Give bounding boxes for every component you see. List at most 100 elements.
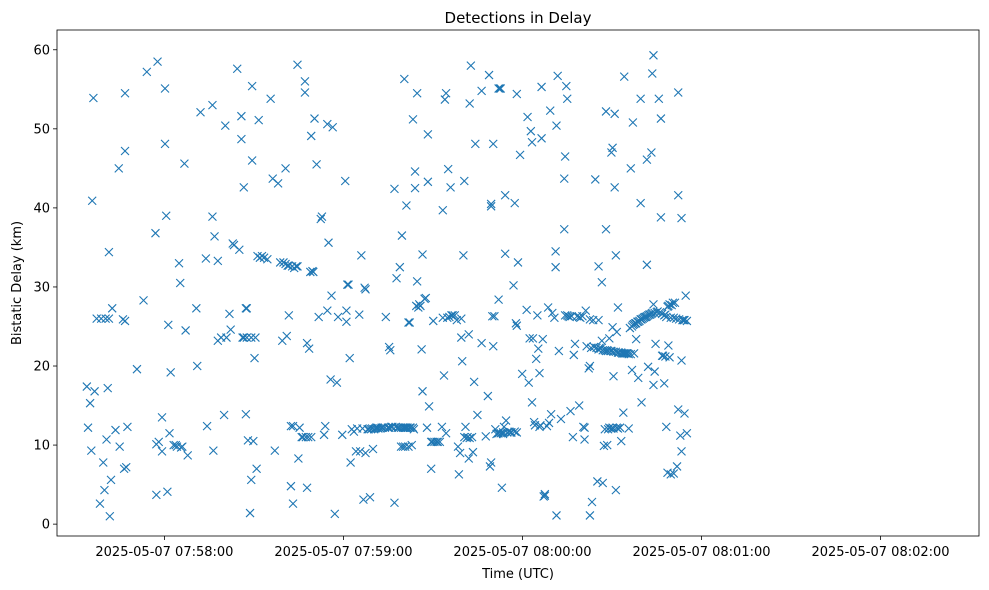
data-point bbox=[396, 442, 406, 452]
data-point bbox=[288, 499, 298, 508]
data-point bbox=[225, 309, 234, 319]
data-point bbox=[251, 333, 260, 342]
data-point bbox=[342, 280, 352, 289]
data-point bbox=[107, 303, 117, 313]
data-point bbox=[291, 262, 301, 271]
data-point bbox=[160, 139, 170, 149]
data-point bbox=[626, 163, 636, 173]
data-point bbox=[399, 74, 409, 84]
data-point bbox=[661, 310, 670, 320]
data-point bbox=[177, 442, 187, 452]
data-point bbox=[423, 177, 433, 187]
data-point bbox=[441, 428, 451, 438]
data-point bbox=[239, 182, 249, 192]
data-point bbox=[456, 314, 466, 323]
data-point bbox=[87, 196, 97, 206]
data-point bbox=[613, 424, 623, 433]
data-point bbox=[273, 178, 283, 188]
data-point bbox=[438, 205, 448, 215]
data-point bbox=[488, 341, 498, 351]
x-tick-label: 2025-05-07 08:02:00 bbox=[811, 545, 949, 560]
data-point bbox=[345, 353, 355, 363]
data-point bbox=[672, 462, 682, 471]
data-point bbox=[340, 176, 350, 186]
data-point bbox=[636, 94, 646, 104]
data-point bbox=[397, 231, 407, 240]
data-point bbox=[408, 114, 418, 124]
data-point bbox=[477, 338, 486, 348]
data-point bbox=[513, 258, 523, 267]
data-point bbox=[208, 212, 217, 221]
data-point bbox=[416, 301, 425, 311]
data-point bbox=[368, 444, 378, 454]
data-point bbox=[611, 250, 621, 260]
data-point bbox=[464, 454, 474, 463]
data-point bbox=[599, 441, 609, 451]
data-point bbox=[624, 424, 634, 433]
data-point bbox=[132, 364, 142, 374]
data-point bbox=[232, 64, 242, 74]
data-point bbox=[418, 386, 427, 396]
data-point bbox=[89, 93, 98, 103]
x-tick-label: 2025-05-07 07:58:00 bbox=[95, 545, 233, 560]
data-point bbox=[333, 312, 343, 322]
data-point bbox=[500, 249, 510, 259]
data-point bbox=[106, 475, 116, 485]
data-point bbox=[410, 167, 420, 176]
data-point bbox=[470, 139, 480, 149]
data-point bbox=[418, 250, 427, 259]
data-point bbox=[356, 250, 366, 260]
data-point bbox=[544, 418, 554, 428]
y-tick-label: 50 bbox=[33, 122, 50, 137]
data-point bbox=[326, 375, 336, 384]
data-point bbox=[302, 338, 312, 348]
data-point bbox=[196, 107, 205, 117]
data-point bbox=[675, 431, 685, 440]
data-point bbox=[496, 84, 506, 93]
data-point bbox=[663, 341, 673, 350]
y-tick-label: 30 bbox=[33, 280, 50, 295]
data-point bbox=[500, 190, 510, 200]
data-point bbox=[627, 365, 637, 375]
data-point bbox=[433, 437, 443, 447]
data-point bbox=[322, 306, 332, 316]
data-point bbox=[355, 447, 365, 456]
data-point bbox=[528, 333, 538, 343]
data-point bbox=[250, 353, 259, 363]
data-point bbox=[300, 88, 310, 97]
data-point bbox=[322, 119, 332, 129]
data-point bbox=[437, 422, 447, 432]
data-point bbox=[587, 497, 597, 507]
data-point bbox=[354, 310, 364, 320]
data-point bbox=[103, 383, 113, 393]
data-point bbox=[550, 313, 559, 323]
data-point bbox=[405, 318, 415, 327]
data-point bbox=[628, 118, 638, 127]
data-point bbox=[488, 139, 498, 149]
data-point bbox=[327, 291, 336, 301]
data-point bbox=[95, 499, 105, 508]
data-point bbox=[241, 409, 251, 419]
data-point bbox=[213, 256, 223, 266]
data-point bbox=[525, 333, 535, 343]
data-point bbox=[680, 409, 689, 418]
data-point bbox=[551, 262, 560, 272]
data-point bbox=[512, 89, 522, 99]
data-point bbox=[246, 475, 256, 485]
data-point bbox=[175, 278, 185, 288]
data-point bbox=[247, 81, 257, 91]
data-point bbox=[568, 432, 578, 442]
data-point bbox=[533, 344, 543, 354]
data-point bbox=[284, 261, 294, 270]
data-point bbox=[497, 483, 507, 493]
data-point bbox=[346, 458, 355, 467]
data-point bbox=[646, 148, 656, 157]
data-point bbox=[245, 508, 255, 518]
data-point bbox=[165, 428, 174, 438]
data-point bbox=[560, 152, 570, 161]
data-point bbox=[510, 427, 520, 437]
data-point bbox=[609, 371, 618, 381]
data-point bbox=[580, 423, 589, 433]
data-point bbox=[275, 258, 285, 267]
data-point bbox=[483, 391, 493, 401]
